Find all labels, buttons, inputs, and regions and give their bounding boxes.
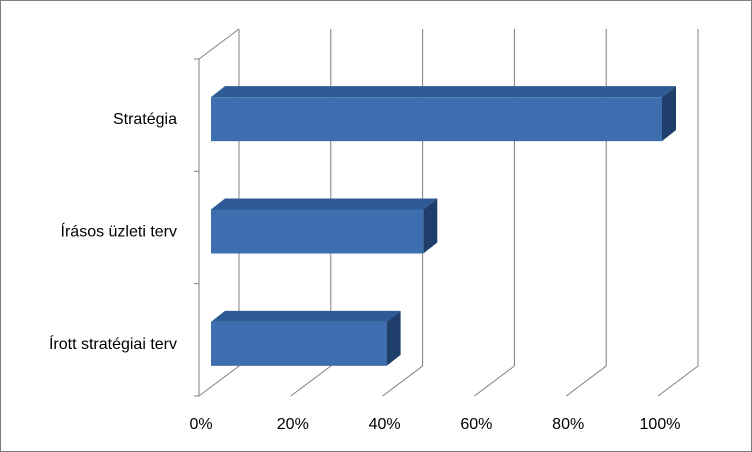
axes — [194, 28, 240, 397]
x-tick-label: 20% — [277, 416, 309, 433]
category-label: Írásos üzleti terv — [61, 222, 177, 241]
bar-1 — [211, 86, 676, 142]
x-tick-label: 100% — [640, 416, 681, 433]
x-tick-label: 60% — [460, 416, 492, 433]
category-labels: Stratégia Írásos üzleti terv Írott stratég… — [49, 111, 177, 353]
bar-side-face — [662, 86, 676, 142]
bar-2 — [211, 198, 438, 254]
gridline — [657, 29, 699, 397]
gridline — [565, 29, 607, 397]
category-label: Stratégia — [113, 111, 177, 128]
x-tick-label: 0% — [189, 416, 212, 433]
category-label: Írott stratégiai terv — [49, 334, 177, 353]
gridline — [474, 29, 515, 397]
x-tick-label: 40% — [369, 416, 401, 433]
gridline — [198, 29, 240, 397]
y-axis-top-edge — [198, 28, 240, 60]
bar-side-face — [423, 198, 438, 254]
bar-top-face — [211, 198, 438, 210]
bar-3 — [211, 310, 401, 366]
x-axis-tick-labels: 0% 20% 40% 60% 80% 100% — [189, 416, 680, 433]
bar-front-face — [211, 321, 387, 366]
x-tick-label: 80% — [552, 416, 584, 433]
bar-front-face — [211, 209, 424, 254]
bars — [211, 86, 676, 366]
gridlines — [198, 29, 699, 397]
gridline — [382, 29, 424, 397]
gridline — [290, 29, 332, 397]
bar-top-face — [211, 86, 676, 98]
bar-top-face — [211, 310, 401, 322]
bar-front-face — [211, 97, 662, 142]
bar-side-face — [386, 310, 401, 366]
